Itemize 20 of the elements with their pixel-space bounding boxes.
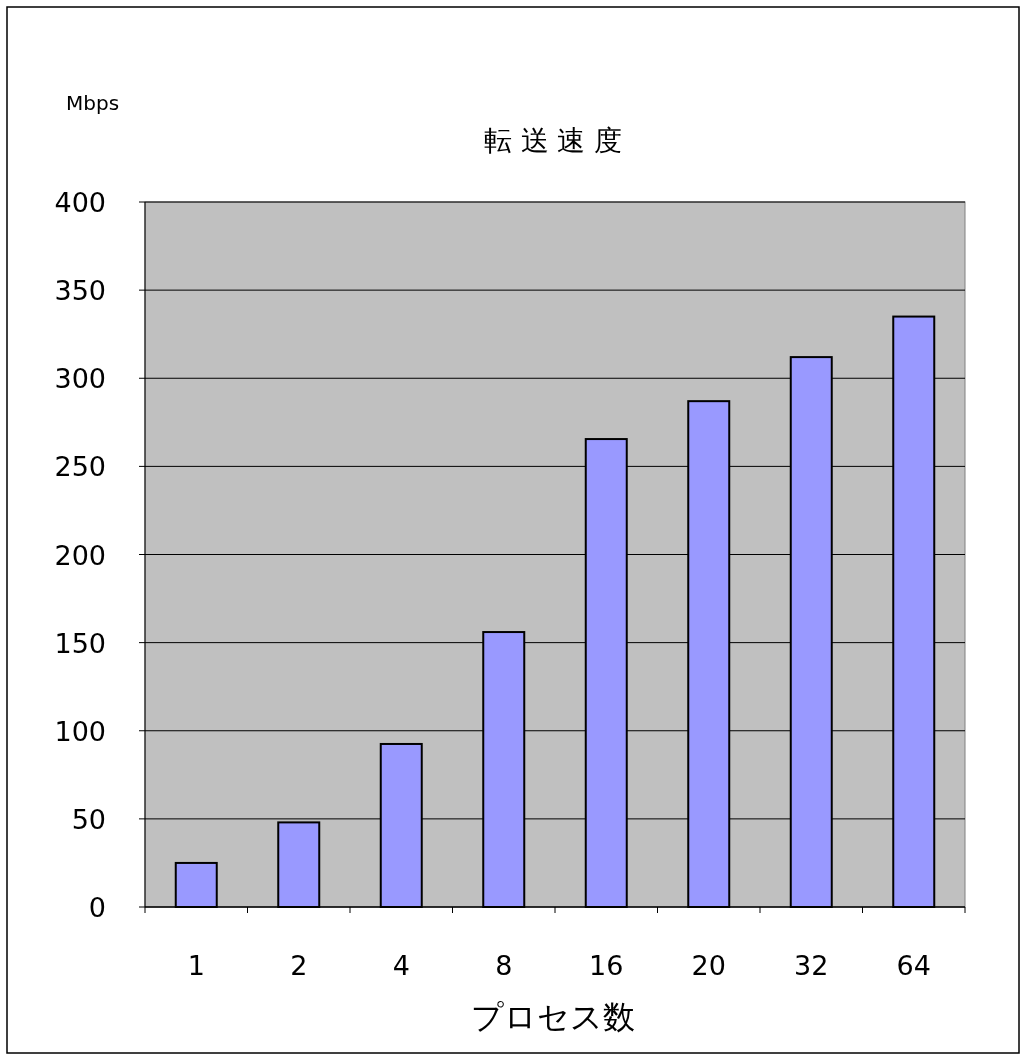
y-tick-label: 0	[88, 892, 106, 923]
y-tick-label: 200	[54, 539, 106, 571]
y-tick-label: 250	[54, 451, 106, 483]
x-tick-label: 4	[392, 950, 410, 981]
y-tick-label: 300	[54, 363, 106, 395]
chart-title: 転 送 速 度	[483, 124, 623, 157]
y-tick-label: 50	[71, 803, 106, 835]
x-tick-label: 2	[290, 950, 308, 981]
x-tick-label: 8	[495, 950, 513, 981]
y-axis-title: Mbps	[66, 91, 120, 115]
x-axis-title: プロセス数	[471, 998, 635, 1036]
y-tick-label: 350	[54, 275, 106, 307]
y-tick-label: 400	[54, 187, 106, 218]
y-tick-label: 150	[54, 627, 106, 659]
y-tick-label: 100	[54, 715, 106, 747]
x-tick-label: 16	[589, 950, 624, 981]
x-tick-label: 32	[794, 950, 829, 981]
x-tick-label: 20	[691, 950, 726, 981]
x-tick-label: 64	[896, 950, 931, 981]
x-tick-label: 1	[187, 950, 205, 981]
